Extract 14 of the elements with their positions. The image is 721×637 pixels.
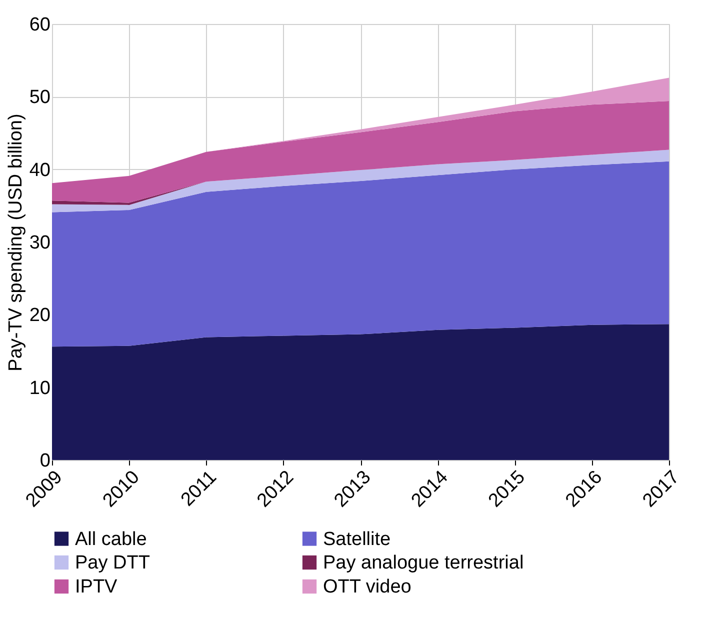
legend-label: All cable (75, 528, 147, 550)
y-tick-label: 10 (29, 378, 50, 399)
legend-label: Pay DTT (75, 552, 150, 574)
y-tick-label: 60 (29, 14, 50, 36)
y-axis-title: Pay-TV spending (USD billion) (5, 114, 26, 372)
y-tick-label: 40 (29, 160, 50, 181)
y-tick-label: 20 (29, 305, 50, 326)
legend-label: OTT video (323, 576, 412, 598)
legend-label: Satellite (323, 528, 391, 550)
legend-label: IPTV (75, 576, 118, 598)
y-tick-label: 0 (40, 450, 50, 472)
y-tick-label: 30 (29, 232, 50, 254)
legend-label: Pay analogue terrestrial (323, 552, 524, 574)
y-tick-label: 50 (29, 87, 50, 108)
